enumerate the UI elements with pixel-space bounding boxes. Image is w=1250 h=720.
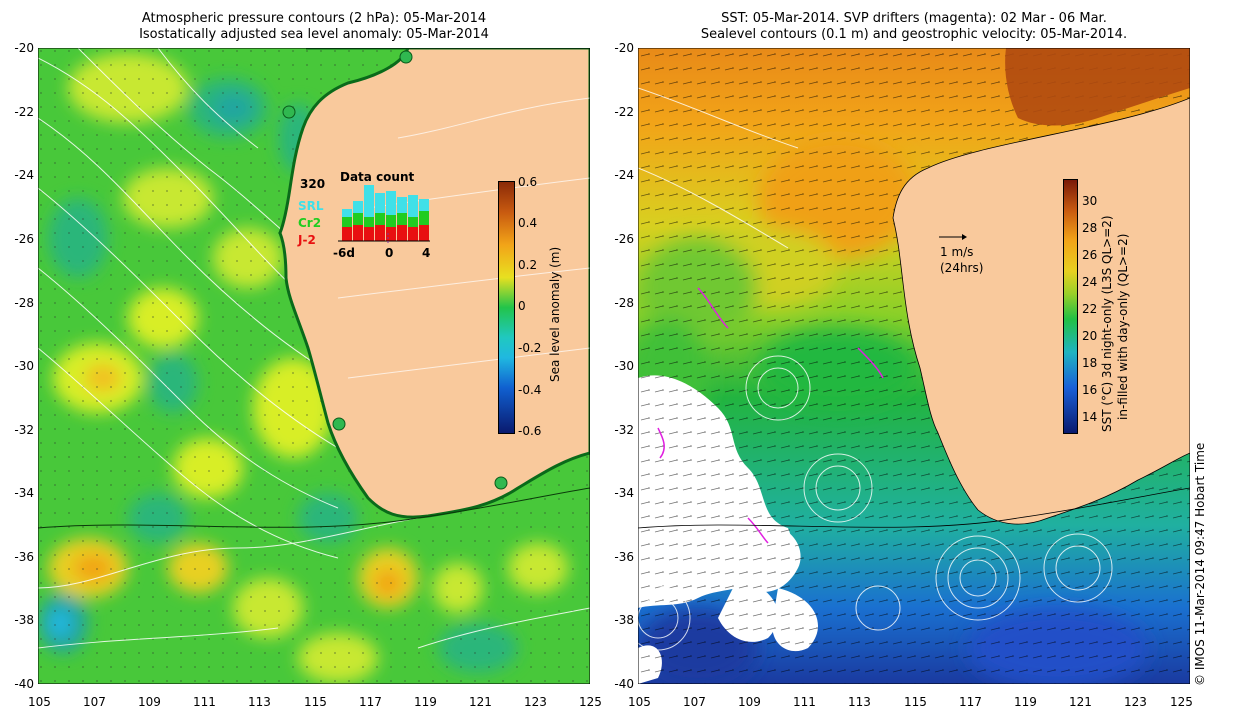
x-tick: 109: [738, 695, 761, 709]
legend-cr2: Cr2: [298, 216, 322, 230]
sst-cbar-label-line2: in-filled with day-only (QL>=2): [1116, 233, 1130, 420]
y-tick: -26: [14, 232, 34, 246]
x-tick: 111: [793, 695, 816, 709]
x-tick: 113: [848, 695, 871, 709]
y-tick: -24: [614, 168, 634, 182]
sla-cbar-tick: -0.4: [518, 383, 542, 397]
sst-cbar-tick: 20: [1082, 329, 1098, 343]
x-tick: 121: [469, 695, 492, 709]
inset-x-tick: 0: [385, 246, 394, 260]
tide-gauge-marker: [494, 476, 508, 490]
x-tick: 105: [28, 695, 51, 709]
data-count-chart: [338, 185, 430, 243]
y-tick: -32: [14, 423, 34, 437]
svp-drifter-tracks: [657, 287, 884, 544]
y-tick: -34: [14, 486, 34, 500]
sst-cbar-label-line1: SST (°C) 3d night-only (L3S QL>=2): [1100, 215, 1114, 432]
y-tick: -28: [614, 296, 634, 310]
y-tick: -24: [14, 168, 34, 182]
y-tick: -36: [14, 550, 34, 564]
x-tick: 117: [359, 695, 382, 709]
x-tick: 105: [628, 695, 651, 709]
imos-credit: © IMOS 11-Mar-2014 09:47 Hobart Time: [1193, 442, 1207, 686]
data-count-title: Data count: [340, 170, 415, 184]
x-tick: 113: [248, 695, 271, 709]
x-tick: 117: [959, 695, 982, 709]
x-tick: 109: [138, 695, 161, 709]
y-tick: -28: [14, 296, 34, 310]
x-tick: 125: [1170, 695, 1193, 709]
right-title-line1: SST: 05-Mar-2014. SVP drifters (magenta)…: [721, 11, 1107, 26]
x-tick: 123: [524, 695, 547, 709]
sst-cbar-tick: 14: [1082, 410, 1098, 424]
x-tick: 123: [1124, 695, 1147, 709]
y-tick: -30: [614, 359, 634, 373]
x-tick: 121: [1069, 695, 1092, 709]
y-tick: -22: [14, 105, 34, 119]
legend-j2: J-2: [298, 233, 316, 247]
sst-cbar-tick: 24: [1082, 275, 1098, 289]
y-tick: -40: [14, 677, 34, 691]
x-tick: 111: [193, 695, 216, 709]
y-tick: -22: [614, 105, 634, 119]
sst-cbar-tick: 26: [1082, 248, 1098, 262]
y-tick: -20: [14, 41, 34, 55]
tide-gauge-marker: [332, 417, 346, 431]
x-tick: 125: [579, 695, 602, 709]
x-tick: 115: [304, 695, 327, 709]
tide-gauge-marker: [399, 50, 413, 64]
inset-x-tick: 4: [422, 246, 431, 260]
x-tick: 107: [83, 695, 106, 709]
sealevel-contours: [638, 87, 1113, 651]
y-tick: -32: [614, 423, 634, 437]
sla-cbar-tick: -0.2: [518, 341, 542, 355]
left-title-line2: Isostatically adjusted sea level anomaly…: [139, 27, 489, 42]
sla-cbar-tick: 0.6: [518, 175, 538, 189]
right-title-line2: Sealevel contours (0.1 m) and geostrophi…: [700, 27, 1128, 42]
y-tick: -20: [614, 41, 634, 55]
sla-cbar-tick: 0.4: [518, 216, 538, 230]
sla-cbar-tick: 0: [518, 299, 526, 313]
x-tick: 119: [414, 695, 437, 709]
y-tick: -30: [14, 359, 34, 373]
sla-cbar-tick: 0.2: [518, 258, 538, 272]
sst-land: [892, 48, 1190, 525]
data-count-bars: [342, 185, 429, 241]
x-tick: 107: [683, 695, 706, 709]
sla-colorbar: [498, 181, 515, 434]
inset-x-tick: -6d: [333, 246, 355, 260]
sst-cbar-tick: 28: [1082, 221, 1098, 235]
sla-cbar-tick: -0.6: [518, 424, 542, 438]
x-tick: 115: [904, 695, 927, 709]
y-tick: -38: [614, 613, 634, 627]
velocity-scale-sublabel: (24hrs): [940, 261, 984, 275]
sla-cbar-label: Sea level anomaly (m): [548, 246, 562, 382]
sst-map: [638, 48, 1190, 684]
legend-srl: SRL: [298, 199, 324, 213]
velocity-scale-label: 1 m/s: [940, 245, 974, 259]
pressure-contours: [38, 48, 590, 649]
y-tick: -34: [614, 486, 634, 500]
tide-gauge-marker: [282, 105, 296, 119]
velocity-scale-arrow: [939, 234, 967, 240]
sst-cbar-tick: 30: [1082, 194, 1098, 208]
y-tick: -36: [614, 550, 634, 564]
y-tick: -38: [14, 613, 34, 627]
y-tick: -26: [614, 232, 634, 246]
left-title-line1: Atmospheric pressure contours (2 hPa): 0…: [141, 11, 487, 26]
x-tick: 119: [1014, 695, 1037, 709]
sst-colorbar: [1063, 179, 1078, 434]
y-tick: -40: [614, 677, 634, 691]
sst-cbar-tick: 18: [1082, 356, 1098, 370]
data-count-max: 320: [300, 177, 326, 191]
sst-cbar-tick: 16: [1082, 383, 1098, 397]
sst-cbar-tick: 22: [1082, 302, 1098, 316]
